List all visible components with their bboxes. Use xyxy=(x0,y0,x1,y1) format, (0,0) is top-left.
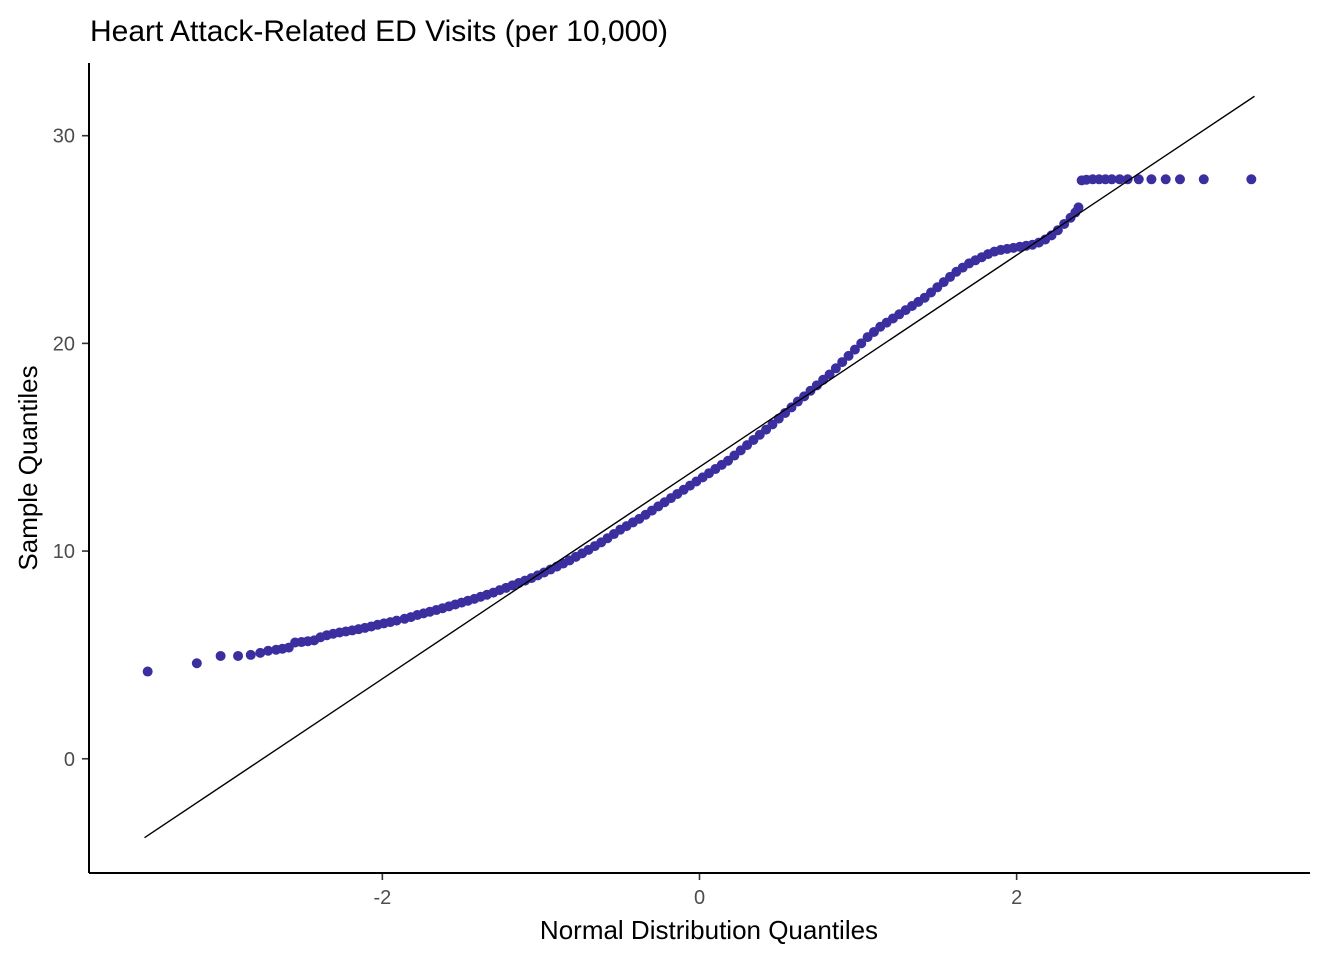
data-point xyxy=(843,350,854,361)
y-axis-label: Sample Quantiles xyxy=(13,365,43,570)
data-point xyxy=(233,650,244,661)
y-tick-label: 10 xyxy=(53,541,75,563)
reference-line xyxy=(144,95,1255,839)
y-tick-label: 0 xyxy=(64,749,75,771)
chart-title: Heart Attack-Related ED Visits (per 10,0… xyxy=(90,15,668,48)
data-point xyxy=(824,369,835,380)
data-point xyxy=(849,344,860,355)
data-point xyxy=(1146,174,1157,185)
data-point xyxy=(1133,174,1144,185)
data-point xyxy=(856,338,867,349)
y-tick-label: 30 xyxy=(53,126,75,148)
data-point xyxy=(1198,174,1209,185)
x-tick-label: 2 xyxy=(1011,887,1022,909)
data-point xyxy=(786,402,797,413)
data-point xyxy=(1052,225,1063,236)
data-point xyxy=(1160,174,1171,185)
x-tick-label: 0 xyxy=(694,887,705,909)
x-tick-label: -2 xyxy=(373,887,391,909)
data-points xyxy=(142,174,1257,677)
data-point xyxy=(1114,174,1125,185)
x-axis-label: Normal Distribution Quantiles xyxy=(540,915,878,945)
data-point xyxy=(837,357,848,368)
data-point xyxy=(1106,174,1117,185)
data-point xyxy=(142,666,153,677)
data-point xyxy=(1246,174,1257,185)
data-point xyxy=(1073,202,1084,213)
y-tick-label: 20 xyxy=(53,333,75,355)
data-point xyxy=(255,647,266,658)
data-point xyxy=(391,615,402,626)
data-point xyxy=(215,650,226,661)
data-point xyxy=(191,658,202,669)
data-point xyxy=(1174,174,1185,185)
data-point xyxy=(245,649,256,660)
data-point xyxy=(830,363,841,374)
data-point xyxy=(263,645,274,656)
x-axis-ticks: -2 0 2 xyxy=(373,873,1022,909)
data-point xyxy=(767,419,778,430)
y-axis-ticks: 0 10 20 30 xyxy=(53,126,89,771)
